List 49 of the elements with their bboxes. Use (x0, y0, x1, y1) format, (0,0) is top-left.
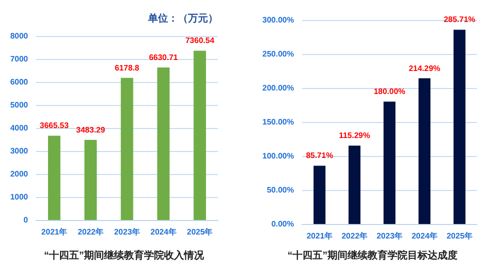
x-tick-label: 2021年 (306, 232, 332, 240)
y-tick-label: 1000 (10, 192, 29, 202)
x-tick-label: 2023年 (376, 232, 402, 240)
y-tick-label: 250.00% (262, 50, 294, 58)
bar (194, 50, 206, 220)
y-tick-label: 4000 (10, 124, 29, 132)
x-tick-label: 2025年 (446, 232, 472, 240)
y-tick-label: 300.00% (262, 16, 294, 24)
data-label: 3483.29 (76, 125, 106, 134)
bar (454, 30, 466, 224)
y-tick-label: 0 (24, 216, 29, 224)
bar (314, 166, 326, 224)
y-tick-label: 150.00% (262, 118, 294, 126)
data-label: 180.00% (374, 87, 406, 96)
bar (157, 67, 170, 220)
bar (418, 78, 430, 224)
x-tick-label: 2022年 (342, 232, 368, 240)
bar (348, 146, 360, 224)
y-tick-label: 8000 (10, 32, 29, 40)
data-label: 3665.53 (40, 121, 70, 130)
text: “十四五”期间继续教育学院目标达成度 (288, 250, 458, 262)
text: 单位：（万元） (147, 12, 218, 24)
data-label: 285.71% (444, 15, 476, 24)
bar (384, 102, 396, 224)
bar (84, 140, 97, 220)
x-tick-label: 2022年 (78, 228, 104, 236)
x-tick-label: 2021年 (41, 228, 68, 236)
data-label: 214.29% (408, 64, 440, 73)
data-label: 115.29% (338, 131, 370, 140)
bar (120, 78, 134, 220)
y-tick-label: 5000 (10, 100, 29, 110)
y-tick-label: 2000 (10, 170, 29, 178)
y-tick-label: 200.00% (262, 84, 294, 92)
data-label: 6178.8 (114, 63, 140, 72)
y-tick-label: 7000 (10, 54, 29, 64)
data-label: 7360.54 (185, 36, 215, 46)
y-tick-label: 0.00% (271, 220, 294, 228)
x-tick-label: 2025年 (186, 228, 213, 236)
x-tick-label: 2024年 (412, 232, 438, 240)
text: “十四五”期间继续教育学院收入情况 (44, 250, 205, 262)
x-tick-label: 2023年 (114, 228, 140, 236)
y-tick-label: 6000 (10, 78, 29, 86)
data-label: 85.71% (306, 151, 334, 160)
y-tick-label: 3000 (10, 146, 29, 156)
data-label: 6630.71 (148, 52, 178, 62)
y-tick-label: 100.00% (262, 152, 294, 160)
bar (48, 136, 60, 220)
y-tick-label: 50.00% (266, 186, 294, 194)
x-tick-label: 2024年 (150, 228, 176, 236)
